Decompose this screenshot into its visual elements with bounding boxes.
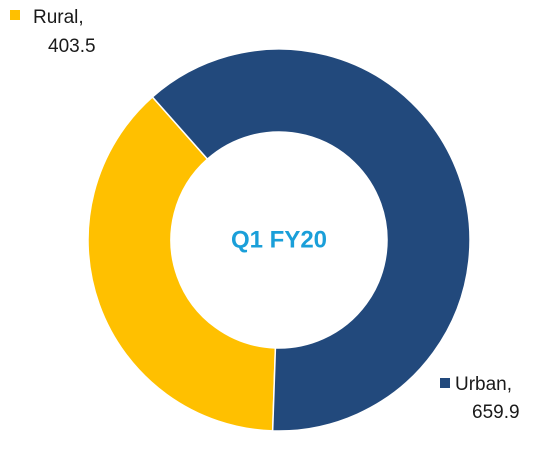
data-label: 403.5 (48, 36, 96, 57)
donut-slice (87, 95, 277, 432)
center-label: Q1 FY20 (231, 226, 327, 253)
legend-swatch (440, 378, 450, 388)
legend-label: Urban, (455, 374, 512, 395)
legend-label: Rural, (33, 7, 84, 28)
donut-slice (151, 48, 471, 432)
data-label: 659.9 (472, 402, 520, 423)
legend-swatch (10, 10, 20, 20)
